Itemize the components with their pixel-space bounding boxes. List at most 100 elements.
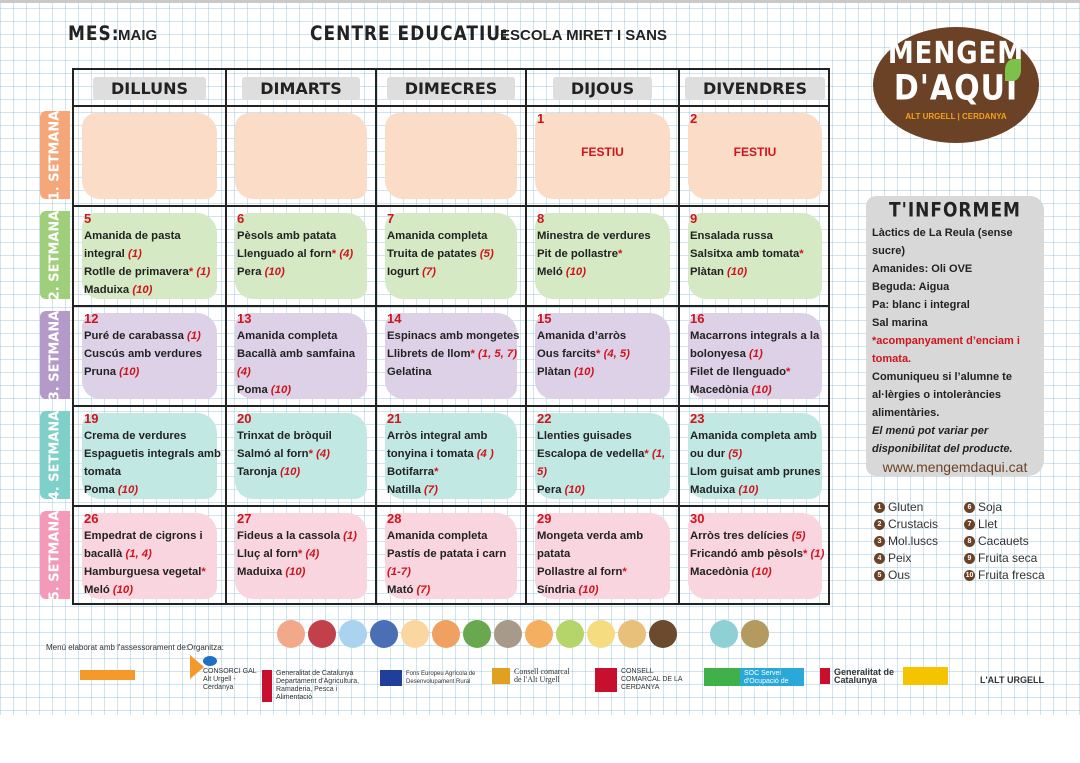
dish-name: Filet de llenguado xyxy=(690,366,787,378)
dish: Ous farcits* (4, 5) xyxy=(537,345,674,363)
dish: Plàtan (10) xyxy=(537,363,674,381)
dish: Poma (10) xyxy=(84,481,221,499)
dish-name: Empedrat de cigrons i bacallà xyxy=(84,530,203,560)
dish: Rotlle de primavera* (1) xyxy=(84,263,221,281)
dish: Amanida completa xyxy=(387,527,521,545)
dish: Arròs integral amb tonyina i tomata (4 ) xyxy=(387,427,521,463)
allergen-note: (1) xyxy=(187,330,201,342)
menu-day-cell: 12 Puré de carabassa (1) Cuscús amb verdur… xyxy=(74,305,227,405)
day-number: 7 xyxy=(387,211,395,226)
dish: Pèsols amb patata xyxy=(237,227,371,245)
month-value: MAIG xyxy=(118,27,158,44)
allergen-note: (4, 5) xyxy=(603,348,630,360)
day-header: DILLUNS xyxy=(74,70,227,107)
allergen-note: (10) xyxy=(564,484,585,496)
cell-content: 16 Macarrons integrals a la bolonyesa (1)… xyxy=(690,310,826,399)
dish-name: Cuscús amb verdures xyxy=(84,348,203,360)
advice-label: Menú elaborat amb l'assessorament de: xyxy=(46,643,189,652)
cell-background xyxy=(385,313,517,399)
info-line: Sal marina xyxy=(872,317,928,329)
allergen-name: Ous xyxy=(888,568,911,582)
dish: Macedònia (10) xyxy=(690,381,826,399)
menu-day-cell: 19 Crema de verdures Espaguetis integrals … xyxy=(74,405,227,505)
menu-day-cell xyxy=(377,105,527,205)
day-number: 21 xyxy=(387,411,402,426)
salad-side-marker: * xyxy=(617,248,623,260)
salad-side-marker: * xyxy=(188,266,194,278)
menu-day-cell: 27 Fideus a la cassola (1) Lluç al forn* (… xyxy=(227,505,377,605)
info-line: Amanides: Oli OVE xyxy=(872,263,973,275)
cell-background xyxy=(82,413,217,499)
cell-content: 20 Trinxat de bròquil Salmó al forn* (4) Ta… xyxy=(237,410,371,481)
week-label: 5. SETMANA xyxy=(40,510,70,600)
bread-icon xyxy=(618,620,646,648)
dish-name: Mongeta verda amb patata xyxy=(537,530,644,560)
dish: Crema de verdures xyxy=(84,427,221,445)
dish: Arròs tres delícies (5) xyxy=(690,527,826,545)
day-header-label: DIMARTS xyxy=(242,77,360,100)
holiday-label: FESTIU xyxy=(581,145,624,159)
day-number: 5 xyxy=(84,211,92,226)
cell-background xyxy=(235,513,367,599)
allergen-note: (10) xyxy=(270,384,291,396)
dish: Maduixa (10) xyxy=(84,281,221,299)
dish: Puré de carabassa (1) xyxy=(84,327,221,345)
legend-item: 5 Ous xyxy=(874,568,964,582)
dish-name: Salsitxa amb tomata xyxy=(690,248,800,260)
allergen-note: (1, 5) xyxy=(537,448,666,478)
allergen-number-icon: 3 xyxy=(874,535,885,547)
dish-name: Pèsols amb patata xyxy=(237,230,337,242)
allergen-name: Soja xyxy=(978,500,1003,514)
dish: Espaguetis integrals amb tomata xyxy=(84,445,221,481)
allergen-note: (10) xyxy=(565,266,586,278)
allergen-name: Gluten xyxy=(888,500,924,514)
allergen-note: (1) xyxy=(810,548,825,560)
allergen-number-icon: 6 xyxy=(964,501,975,513)
dish-name: Macedònia xyxy=(690,566,749,578)
mengem-daqui-logo: MENGEM D'AQUI ALT URGELL | CERDANYA xyxy=(873,27,1039,143)
dish: Filet de llenguado* xyxy=(690,363,826,381)
centre-value: ESCOLA MIRET I SANS xyxy=(500,27,667,44)
salad-side-marker: * xyxy=(803,548,808,560)
cell-background xyxy=(535,413,670,499)
day-number: 22 xyxy=(537,411,552,426)
dept-agricultura-logo: Generalitat de Catalunya Departament d'A… xyxy=(262,670,372,702)
dish: Botifarra* xyxy=(387,463,521,481)
cell-content: 14 Espinacs amb mongetes Llibrets de llom*… xyxy=(387,310,521,381)
day-number: 14 xyxy=(387,311,402,326)
menu-day-cell: 6 Pèsols amb patata Llenguado al forn* (4)… xyxy=(227,205,377,305)
cell-background xyxy=(385,513,517,599)
cell-content: 8 Minestra de verdures Pit de pollastre* Me… xyxy=(537,210,674,281)
salad-side-marker: * xyxy=(331,248,337,260)
allergen-number-icon: 5 xyxy=(874,569,885,581)
day-header-label: DIMECRES xyxy=(386,77,516,100)
dish: Llenties guisades xyxy=(537,427,674,445)
day-number: 23 xyxy=(690,411,705,426)
allergen-note: (1) xyxy=(343,530,357,542)
day-number: 16 xyxy=(690,311,705,326)
dish-name: Llenguado al forn xyxy=(237,248,332,260)
allergen-note: (4) xyxy=(316,448,330,460)
dish: Síndria (10) xyxy=(537,581,674,599)
allergen-note: (1) xyxy=(127,248,142,260)
cell-content: 19 Crema de verdures Espaguetis integrals … xyxy=(84,410,221,499)
dish: Truita de patates (5) xyxy=(387,245,521,263)
allergen-note: (10) xyxy=(117,484,138,496)
allergen-note: (4) xyxy=(305,548,320,560)
menu-day-cell: 21 Arròs integral amb tonyina i tomata (4… xyxy=(377,405,527,505)
dish-name: Salmó al forn xyxy=(237,448,309,460)
dish: Poma (10) xyxy=(237,381,371,399)
cell-background xyxy=(535,113,670,199)
cell-content: 5 Amanida de pasta integral (1) Rotlle de … xyxy=(84,210,221,299)
salad-side-marker: * xyxy=(644,448,649,460)
dish-name: Amanida de pasta integral xyxy=(84,230,181,260)
page-margin xyxy=(0,715,1080,763)
day-number: 19 xyxy=(84,411,99,426)
website-link[interactable]: www.mengemdaqui.cat xyxy=(882,459,1028,475)
dish-name: Hamburguesa vegetal xyxy=(84,566,202,578)
allergen-note: (10) xyxy=(112,584,133,596)
dish-name: Macedònia xyxy=(690,384,749,396)
dish-name: Amanida d’arròs xyxy=(537,330,627,342)
allergen-note: (5) xyxy=(479,248,494,260)
holiday-label: FESTIU xyxy=(733,145,777,159)
